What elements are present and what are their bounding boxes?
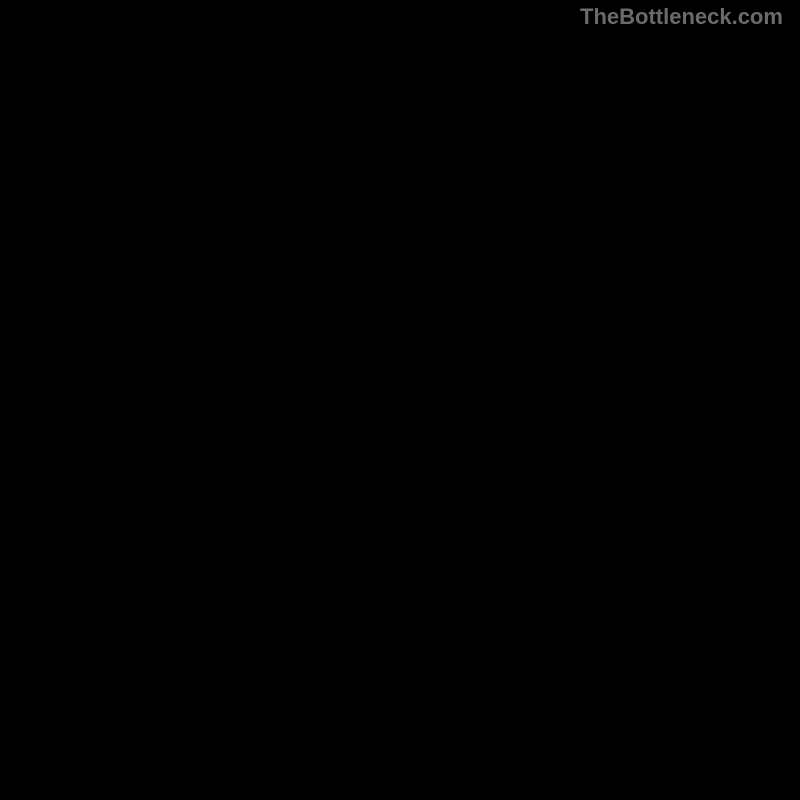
outer-frame: [0, 0, 800, 800]
watermark-text: TheBottleneck.com: [580, 4, 783, 30]
